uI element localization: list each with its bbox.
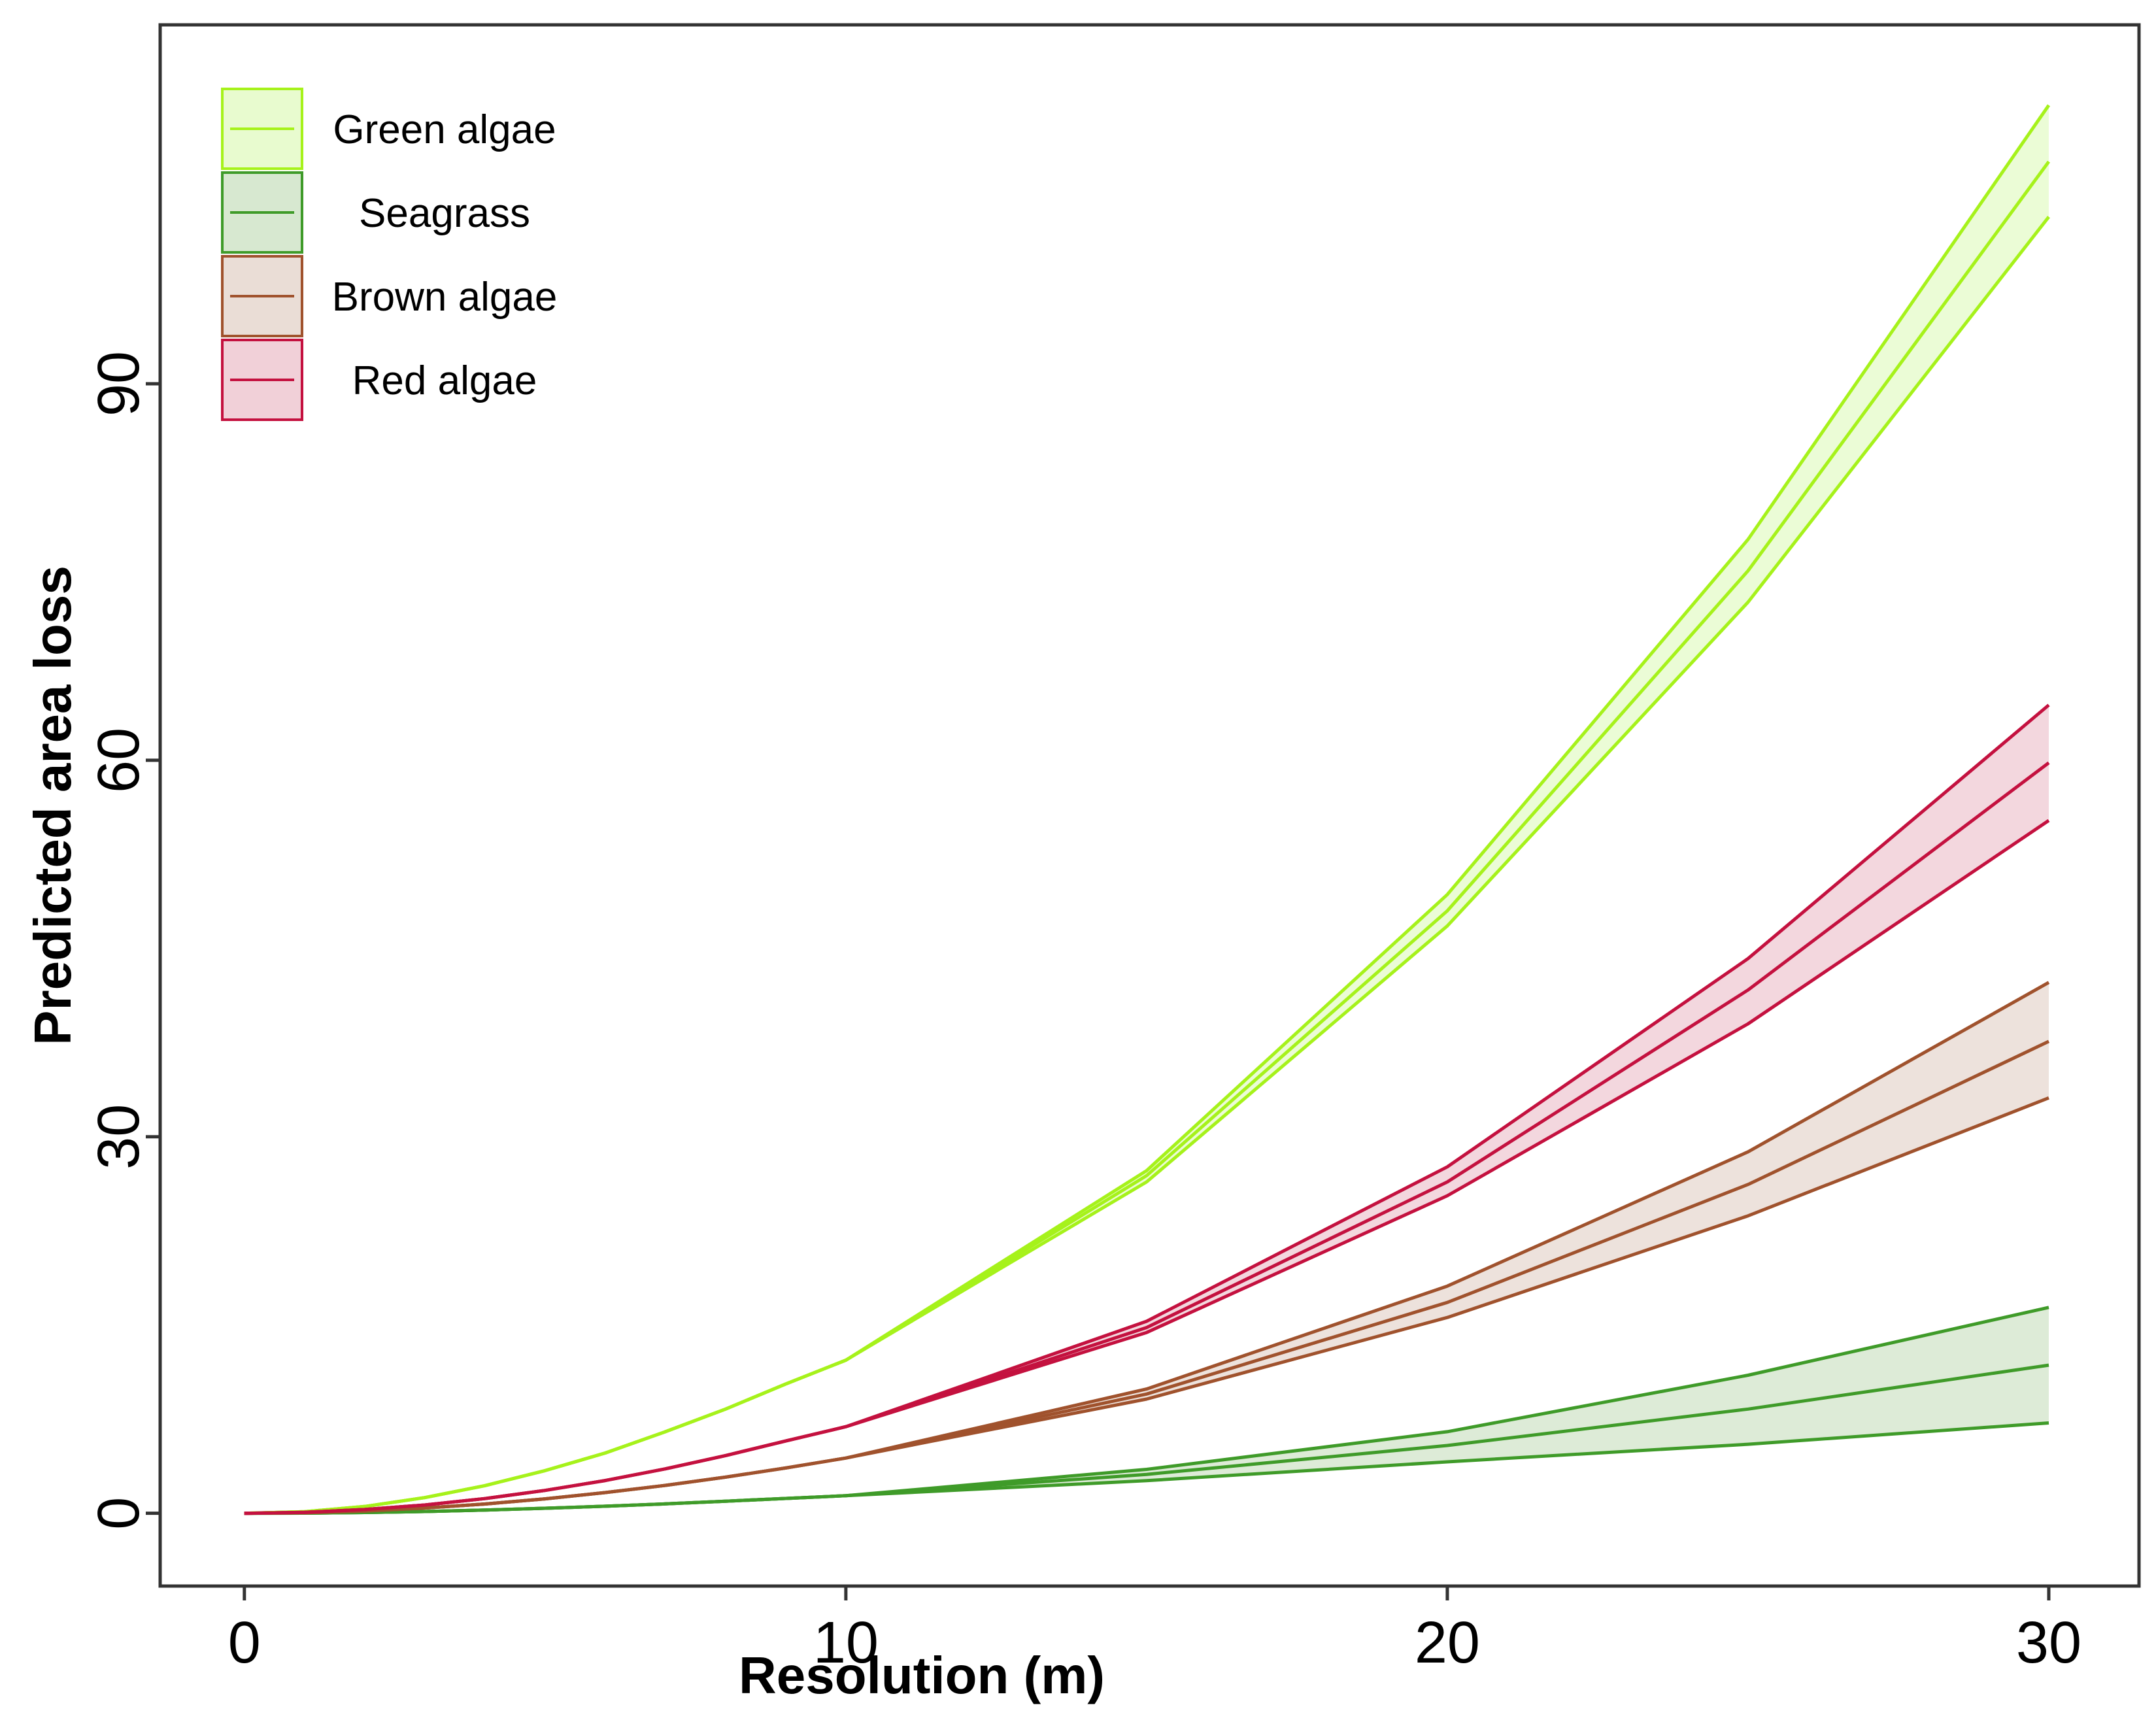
x-tick-label: 0 xyxy=(228,1610,261,1676)
x-tick-label: 30 xyxy=(2016,1610,2081,1676)
legend-label-brown-algae: Brown algae xyxy=(332,275,558,320)
series-lines xyxy=(244,104,2051,1515)
x-axis: Resolution (m) 0 10 20 30 xyxy=(228,1586,2081,1704)
y-axis-title: Predicted area loss xyxy=(24,566,82,1045)
brown-algae-lower-bound-line xyxy=(244,1096,2049,1515)
y-tick-label: 60 xyxy=(86,728,152,793)
y-tick-label: 90 xyxy=(86,351,152,416)
y-axis: Predicted area loss 0 30 60 90 xyxy=(24,351,160,1530)
x-axis-title: Resolution (m) xyxy=(739,1646,1105,1704)
legend: Green algae Seagrass Brown algae Red algae xyxy=(221,88,558,421)
y-tick-label: 0 xyxy=(86,1497,152,1530)
red-algae-lower-bound-line xyxy=(244,819,2050,1515)
x-tick-label: 10 xyxy=(813,1610,879,1676)
plot-panel-border xyxy=(158,23,2141,1588)
legend-label-green-algae: Green algae xyxy=(333,107,556,152)
seagrass-lower-bound-line xyxy=(244,1421,2049,1515)
seagrass-confidence-band xyxy=(244,1307,2049,1513)
y-tick-label: 30 xyxy=(86,1104,152,1170)
green-algae-lower-bound-line xyxy=(244,216,2050,1515)
legend-label-red-algae: Red algae xyxy=(352,358,537,403)
x-tick-label: 20 xyxy=(1415,1610,1480,1676)
legend-label-seagrass: Seagrass xyxy=(359,191,530,236)
confidence-bands xyxy=(244,105,2049,1513)
